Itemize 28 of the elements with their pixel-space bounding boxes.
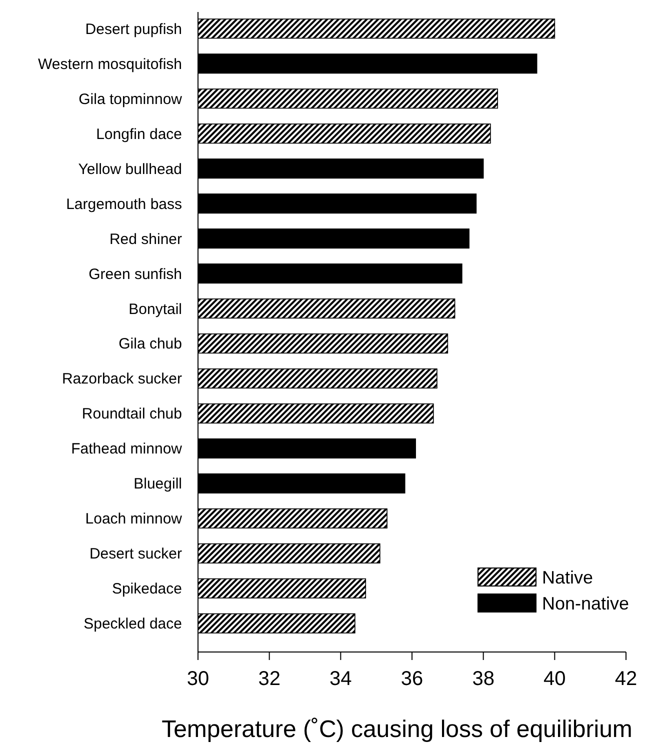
legend-label: Non-native <box>542 593 630 614</box>
y-tick-label: Spikedace <box>112 580 182 598</box>
x-axis-title: Temperature (˚C) causing loss of equilibrium <box>162 716 632 743</box>
y-tick-label: Desert sucker <box>89 546 182 563</box>
y-tick-label: Fathead minnow <box>71 440 182 458</box>
y-tick-label: Roundtail chub <box>82 406 182 423</box>
y-tick-label: Largemouth bass <box>66 196 182 213</box>
legend-label: Native <box>542 567 594 588</box>
y-tick-label: Gila topminnow <box>78 90 182 108</box>
x-tick-label: 42 <box>614 668 638 690</box>
y-tick-label: Razorback sucker <box>62 370 182 388</box>
x-tick-label: 36 <box>400 668 424 690</box>
y-tick-label: Green sunfish <box>88 266 182 283</box>
y-tick-label: Yellow bullhead <box>78 160 182 178</box>
x-tick-label: 38 <box>472 668 494 690</box>
y-tick-label: Western mosquitofish <box>38 56 182 73</box>
x-tick-label: 40 <box>544 668 566 690</box>
y-tick-label: Desert pupfish <box>85 20 182 38</box>
y-tick-label: Loach minnow <box>85 510 182 528</box>
y-tick-label: Gila chub <box>118 336 182 353</box>
y-tick-label: Bonytail <box>128 300 182 318</box>
x-tick-label: 30 <box>186 668 210 690</box>
y-tick-label: Red shiner <box>109 230 182 248</box>
y-tick-label: Speckled dace <box>84 616 182 633</box>
x-tick-label: 32 <box>258 668 280 690</box>
y-tick-label: Longfin dace <box>96 126 182 143</box>
y-tick-label: Bluegill <box>134 476 182 493</box>
x-tick-label: 34 <box>330 668 352 690</box>
